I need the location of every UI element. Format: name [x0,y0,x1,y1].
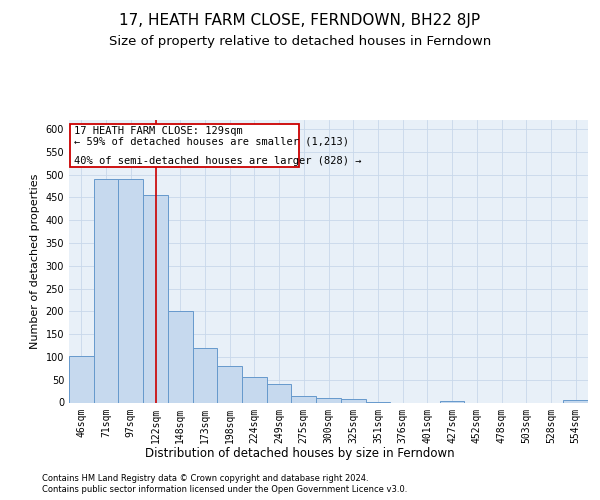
Bar [168,312,193,402]
Bar [341,399,365,402]
Text: Contains public sector information licensed under the Open Government Licence v3: Contains public sector information licen… [42,485,407,494]
Text: Size of property relative to detached houses in Ferndown: Size of property relative to detached ho… [109,35,491,48]
Bar [563,400,588,402]
Bar [242,376,267,402]
Text: 17, HEATH FARM CLOSE, FERNDOWN, BH22 8JP: 17, HEATH FARM CLOSE, FERNDOWN, BH22 8JP [119,12,481,28]
Text: Distribution of detached houses by size in Ferndown: Distribution of detached houses by size … [145,448,455,460]
Bar [118,179,143,402]
Text: Contains HM Land Registry data © Crown copyright and database right 2024.: Contains HM Land Registry data © Crown c… [42,474,368,483]
Bar [94,179,118,402]
Bar [316,398,341,402]
Bar [267,384,292,402]
Text: ← 59% of detached houses are smaller (1,213): ← 59% of detached houses are smaller (1,… [74,136,349,146]
Bar [440,401,464,402]
Bar [70,124,299,168]
Bar [143,195,168,402]
Text: 40% of semi-detached houses are larger (828) →: 40% of semi-detached houses are larger (… [74,156,361,166]
Bar [292,396,316,402]
Bar [193,348,217,403]
Bar [217,366,242,403]
Bar [69,356,94,403]
Y-axis label: Number of detached properties: Number of detached properties [30,174,40,349]
Text: 17 HEATH FARM CLOSE: 129sqm: 17 HEATH FARM CLOSE: 129sqm [74,126,242,136]
